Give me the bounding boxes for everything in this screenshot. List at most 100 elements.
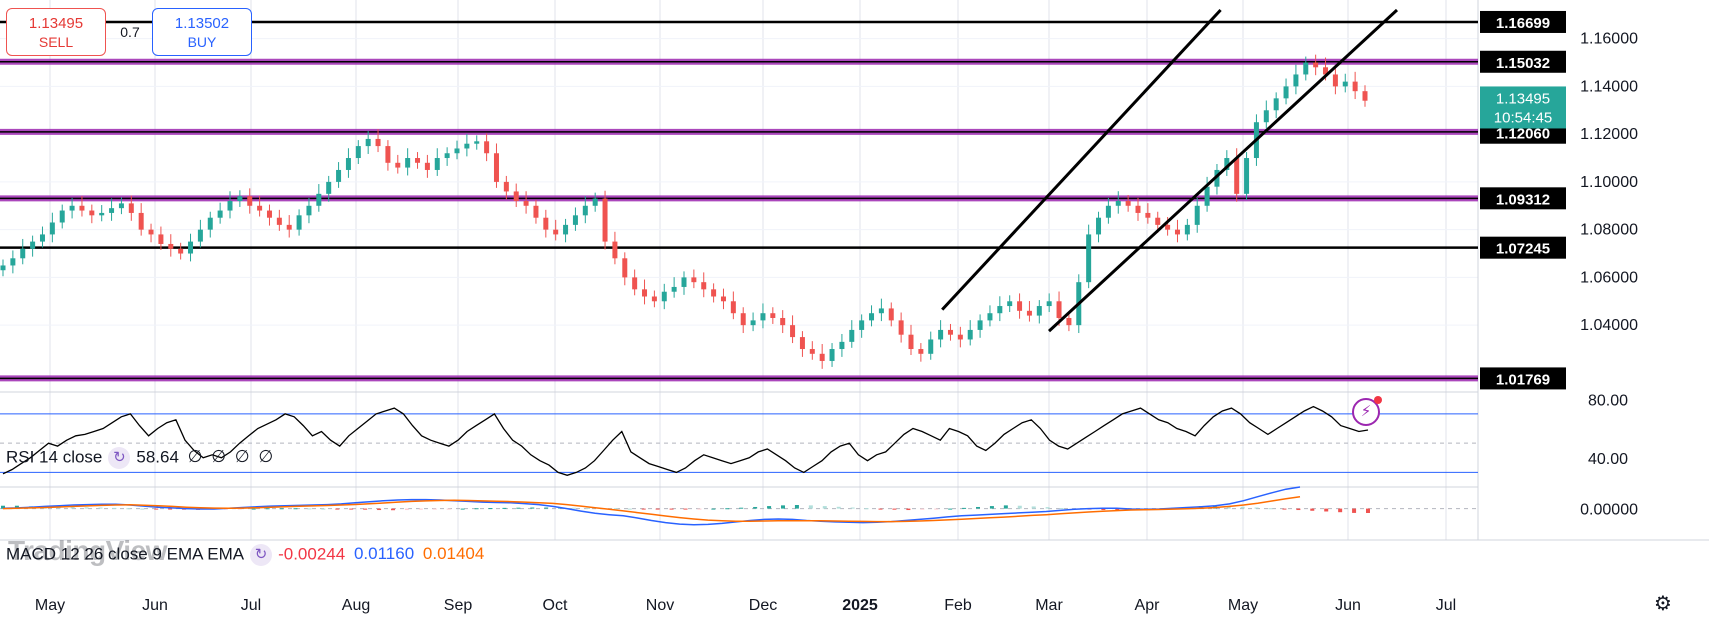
candle-120 <box>1184 224 1190 235</box>
macd-histogram-value: -0.00244 <box>278 544 346 564</box>
candle-138 <box>1362 91 1368 101</box>
candle-128 <box>1263 110 1269 123</box>
candle-58 <box>572 215 578 225</box>
candle-71 <box>701 282 707 290</box>
macd-hist-bar-48 <box>669 508 674 510</box>
candle-26 <box>257 205 263 211</box>
candle-77 <box>760 313 766 321</box>
candle-130 <box>1283 86 1289 99</box>
macd-hist-bar-74 <box>1031 506 1036 509</box>
macd-hist-bar-49 <box>683 508 688 510</box>
candle-56 <box>553 229 559 235</box>
macd-hist-bar-56 <box>781 505 785 509</box>
candle-132 <box>1303 62 1309 75</box>
candle-106 <box>1046 301 1052 307</box>
rsi-value: 58.64 <box>136 447 179 467</box>
candle-125 <box>1234 158 1240 194</box>
macd-hist-bar-53 <box>739 507 744 509</box>
macd-tick-0: 0.00000 <box>1580 502 1638 519</box>
rsi-na-3: ∅ <box>234 447 250 467</box>
macd-legend[interactable]: MACD 12 26 close 9 EMA EMA ↻ -0.00244 0.01… <box>6 544 484 566</box>
macd-hist-bar-8 <box>112 507 117 509</box>
x-tick-10: Mar <box>1035 597 1063 614</box>
macd-hist-bar-7 <box>98 507 103 509</box>
candle-95 <box>938 329 944 340</box>
candle-50 <box>493 153 499 182</box>
candle-80 <box>790 325 796 338</box>
candle-38 <box>375 138 381 147</box>
cycle-icon[interactable]: ↻ <box>108 447 131 469</box>
gear-icon[interactable]: ⚙ <box>1654 593 1672 615</box>
candle-28 <box>276 217 282 225</box>
rsi-legend[interactable]: RSI 14 close ↻ 58.64 ∅ ∅ ∅ ∅ <box>6 447 273 469</box>
macd-hist-bar-79 <box>1101 508 1106 511</box>
candle-18 <box>178 248 184 254</box>
candle-3 <box>30 241 36 249</box>
candle-134 <box>1323 67 1329 75</box>
sell-label: SELL <box>38 34 74 50</box>
candle-79 <box>780 317 786 326</box>
candle-46 <box>454 148 460 154</box>
candle-76 <box>750 320 756 326</box>
lightning-icon[interactable]: ⚡ <box>1352 396 1382 426</box>
level-badge-0 <box>1480 10 1566 33</box>
candle-116 <box>1145 212 1151 218</box>
candle-131 <box>1293 74 1299 87</box>
macd-hist-bar-17 <box>237 508 242 510</box>
macd-title: MACD 12 26 close 9 EMA EMA <box>6 544 245 564</box>
candle-85 <box>839 341 845 350</box>
macd-hist-bar-96 <box>1338 508 1343 513</box>
candle-123 <box>1214 169 1220 187</box>
candle-66 <box>651 296 657 302</box>
time-axis: May Jun Jul Aug Sep Oct Nov Dec 2025 Feb Mar Apr May… <box>35 597 1456 614</box>
macd-line-value: 0.01160 <box>353 544 415 564</box>
macd-signal-line <box>2 495 1301 523</box>
candle-91 <box>898 320 904 335</box>
macd-hist-bar-69 <box>962 507 967 509</box>
candle-137 <box>1352 81 1358 92</box>
candle-102 <box>1007 301 1013 307</box>
candle-72 <box>711 289 717 297</box>
macd-hist-bar-94 <box>1310 508 1315 511</box>
rsi-line <box>2 405 1369 476</box>
macd-hist-bar-57 <box>794 505 799 509</box>
spread-value: 0.7 <box>120 24 140 40</box>
candle-65 <box>642 289 648 297</box>
macd-hist-bar-50 <box>697 508 702 510</box>
candle-51 <box>503 181 509 192</box>
candle-57 <box>563 224 569 235</box>
candle-64 <box>632 277 638 290</box>
macd-hist-bar-76 <box>1059 508 1064 510</box>
candle-122 <box>1204 186 1210 206</box>
candles <box>0 54 1368 369</box>
candle-121 <box>1194 205 1200 225</box>
candle-12 <box>118 203 124 209</box>
candle-107 <box>1056 301 1062 318</box>
macd-hist-bar-27 <box>377 508 382 511</box>
candle-111 <box>1096 217 1102 235</box>
candle-36 <box>355 146 361 159</box>
candle-27 <box>266 210 272 218</box>
current-price-label: 1.13495 <box>1496 90 1550 107</box>
candle-105 <box>1036 306 1042 316</box>
macd-hist-bar-9 <box>126 508 131 510</box>
macd-hist-bar-92 <box>1282 508 1287 510</box>
macd-hist-bar-59 <box>822 506 827 509</box>
macd-signal-value: 0.01404 <box>422 544 485 564</box>
macd-hist-bar-65 <box>906 508 911 511</box>
price-tick-6: 1.04000 <box>1580 317 1638 334</box>
candle-22 <box>217 210 223 218</box>
price-axis: 1.16000 1.14000 1.12000 1.10000 1.08000 1.060… <box>1480 10 1638 390</box>
macd-hist-bar-89 <box>1240 506 1245 509</box>
current-price-badge <box>1480 86 1566 129</box>
sell-button[interactable]: 1.13495 SELL <box>6 8 106 56</box>
macd-hist-bar-72 <box>1003 505 1008 509</box>
buy-button[interactable]: 1.13502 BUY <box>152 8 252 56</box>
macd-hist-bar-32 <box>446 508 451 510</box>
candle-62 <box>612 241 618 259</box>
macd-hist-bar-11 <box>154 508 159 510</box>
candle-20 <box>197 229 203 242</box>
cycle-icon[interactable]: ↻ <box>250 544 273 566</box>
